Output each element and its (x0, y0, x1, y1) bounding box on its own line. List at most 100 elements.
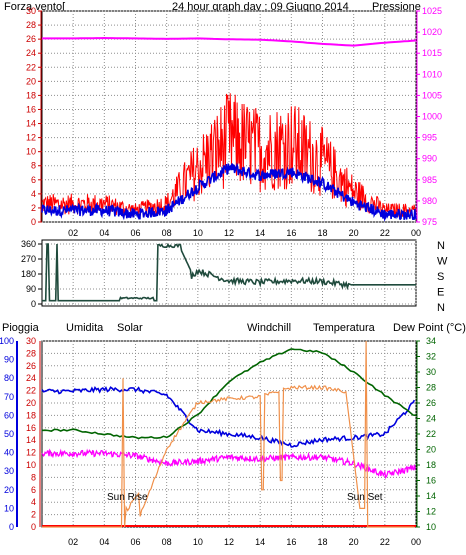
x-tick-label: 20 (349, 537, 359, 547)
humidity-tick-label: 4 (31, 497, 36, 507)
x-tick-label: 02 (68, 228, 78, 238)
wind-tick-label: 6 (31, 175, 36, 185)
pressure-tick-label: 1000 (422, 112, 442, 122)
wind-series (41, 36, 417, 222)
wind-average-line (41, 162, 417, 222)
weather-x-axis: 02 04 06 08 10 12 14 16 18 20 22 00 (68, 537, 421, 547)
rain-tick-label: 40 (4, 448, 14, 458)
wind-tick-label: 30 (26, 6, 36, 16)
wind-tick-label: 28 (26, 20, 36, 30)
humidity-tick-label: 8 (31, 472, 36, 482)
rain-tick-label: 100 (0, 336, 14, 346)
wind-tick-label: 2 (31, 203, 36, 213)
humidity-tick-label: 16 (26, 423, 36, 433)
x-tick-label: 10 (193, 228, 203, 238)
x-tick-label: 12 (224, 537, 234, 547)
pressure-title: Pressione (372, 1, 421, 13)
temperature-tick-label: 22 (426, 429, 436, 439)
temperature-tick-label: 12 (426, 507, 436, 517)
x-tick-label: 12 (224, 228, 234, 238)
x-tick-label: 00 (411, 228, 421, 238)
humidity-tick-label: 14 (26, 435, 36, 445)
humidity-tick-label: 0 (31, 522, 36, 532)
windchill-label: Windchill (247, 322, 291, 334)
compass-label: N (437, 240, 445, 252)
pressure-tick-label: 995 (422, 133, 437, 143)
pressure-tick-label: 980 (422, 196, 437, 206)
temperature-tick-label: 14 (426, 491, 436, 501)
compass-label: S (437, 271, 444, 283)
windchill-line (41, 348, 417, 440)
x-tick-label: 16 (286, 228, 296, 238)
rain-label: Pioggia (2, 322, 40, 334)
temperature-tick-label: 24 (426, 414, 436, 424)
wind-tick-label: 4 (31, 189, 36, 199)
sunset-label: Sun Set (347, 492, 383, 503)
humidity-tick-label: 6 (31, 485, 36, 495)
humidity-tick-label: 24 (26, 373, 36, 383)
direction-tick-label: 0 (31, 299, 36, 309)
rain-tick-label: 10 (4, 503, 14, 513)
humidity-tick-label: 10 (26, 460, 36, 470)
wind-tick-label: 0 (31, 217, 36, 227)
rain-tick-label: 30 (4, 466, 14, 476)
temperature-label: Temperatura (313, 322, 376, 334)
graph-title: 24 hour graph day : 09 Giugno 2014 (172, 1, 349, 13)
direction-tick-label: 360 (21, 239, 36, 249)
humidity-label: Umidita (66, 322, 104, 334)
temperature-tick-label: 26 (426, 398, 436, 408)
wind-tick-label: 10 (26, 147, 36, 157)
x-tick-label: 08 (162, 537, 172, 547)
direction-axis: 0 90 180 270 360 (21, 239, 42, 309)
temperature-tick-label: 18 (426, 460, 436, 470)
x-tick-label: 14 (255, 228, 265, 238)
direction-series (42, 243, 416, 302)
humidity-tick-label: 12 (26, 448, 36, 458)
x-tick-label: 22 (380, 228, 390, 238)
temperature-tick-label: 32 (426, 352, 436, 362)
wind-tick-label: 26 (26, 34, 36, 44)
temperature-tick-label: 28 (426, 383, 436, 393)
humidity-tick-label: 20 (26, 398, 36, 408)
dewpoint-label: Dew Point (°C) (393, 322, 466, 334)
humidity-tick-label: 18 (26, 410, 36, 420)
pressure-tick-label: 1025 (422, 6, 442, 16)
rain-tick-label: 0 (9, 522, 14, 532)
sunrise-label: Sun Rise (107, 492, 148, 503)
compass-label: N (437, 302, 445, 314)
x-tick-label: 22 (380, 537, 390, 547)
temperature-tick-label: 16 (426, 476, 436, 486)
compass-label: E (437, 287, 444, 299)
wind-title: Forza vento[ (4, 1, 65, 13)
wind-tick-label: 22 (26, 62, 36, 72)
x-tick-label: 10 (193, 537, 203, 547)
wind-tick-label: 8 (31, 161, 36, 171)
temperature-tick-label: 30 (426, 367, 436, 377)
direction-grid (42, 240, 417, 306)
x-tick-label: 16 (286, 537, 296, 547)
direction-tick-label: 270 (21, 254, 36, 264)
temperature-axis: 10 12 14 16 18 20 22 24 26 28 30 32 34 (416, 336, 436, 532)
solar-label: Solar (117, 322, 143, 334)
wind-x-axis: 02 04 06 08 10 12 14 16 18 20 22 00 (68, 228, 421, 238)
pressure-axis: 975 980 985 990 995 1000 1005 1010 1015 1020 1025 (416, 6, 442, 227)
humidity-tick-label: 30 (26, 336, 36, 346)
humidity-tick-label: 2 (31, 510, 36, 520)
rain-tick-label: 60 (4, 410, 14, 420)
wind-tick-label: 24 (26, 48, 36, 58)
x-tick-label: 06 (130, 537, 140, 547)
rain-tick-label: 80 (4, 373, 14, 383)
solar-line (42, 340, 415, 528)
humidity-tick-label: 28 (26, 348, 36, 358)
wind-tick-label: 16 (26, 104, 36, 114)
temperature-tick-label: 34 (426, 336, 436, 346)
x-tick-label: 00 (411, 537, 421, 547)
direction-tick-label: 180 (21, 269, 36, 279)
